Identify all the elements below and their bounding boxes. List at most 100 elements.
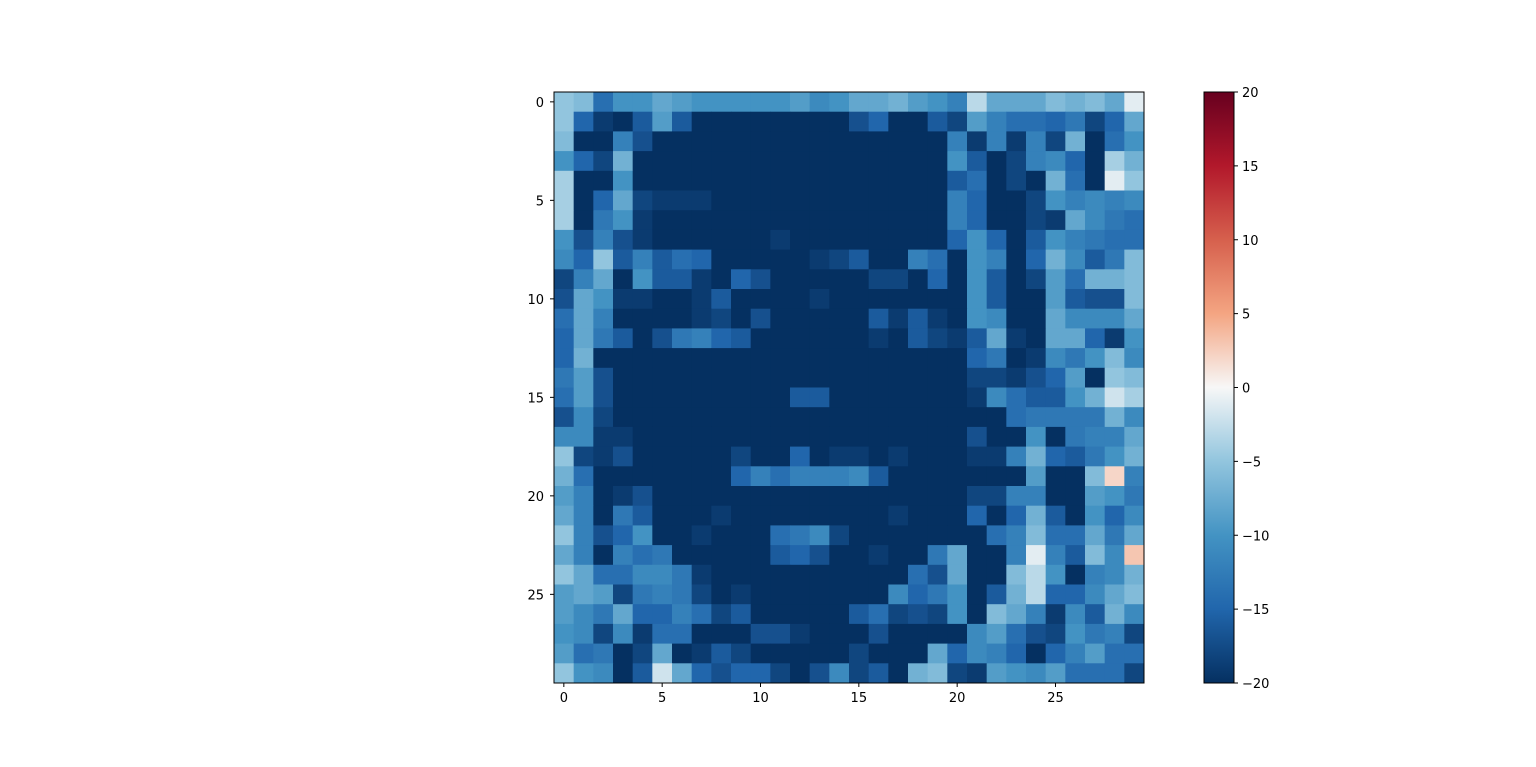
y-tick-label: 15 xyxy=(527,391,544,406)
heatmap-cell xyxy=(1006,663,1027,684)
heatmap-cell xyxy=(672,289,693,310)
heatmap-cell xyxy=(809,131,830,152)
heatmap-cell xyxy=(967,426,988,447)
heatmap-cell xyxy=(573,190,594,211)
heatmap-cell xyxy=(967,289,988,310)
heatmap-cell xyxy=(770,387,791,408)
heatmap-cell xyxy=(554,308,575,329)
heatmap-cell xyxy=(770,525,791,546)
heatmap-cell xyxy=(554,584,575,605)
heatmap-cell xyxy=(986,328,1007,349)
heatmap-cell xyxy=(927,229,948,250)
heatmap-cell xyxy=(1104,387,1125,408)
heatmap-cell xyxy=(554,229,575,250)
heatmap-cell xyxy=(613,663,634,684)
heatmap-cell xyxy=(947,367,968,388)
heatmap-cell xyxy=(672,643,693,664)
heatmap-cell xyxy=(652,229,673,250)
heatmap-cell xyxy=(927,190,948,211)
heatmap-cell xyxy=(573,623,594,644)
heatmap-cell xyxy=(1085,525,1106,546)
heatmap-cell xyxy=(868,131,889,152)
heatmap-cell xyxy=(809,564,830,585)
heatmap-cell xyxy=(849,663,870,684)
heatmap-cell xyxy=(1104,111,1125,132)
heatmap-cell xyxy=(593,525,614,546)
heatmap-cell xyxy=(652,249,673,270)
heatmap-cell xyxy=(1085,505,1106,526)
heatmap-cell xyxy=(829,604,850,625)
heatmap-cell xyxy=(613,92,634,113)
heatmap-cell xyxy=(1026,604,1047,625)
heatmap-cell xyxy=(908,604,929,625)
heatmap-cell xyxy=(947,229,968,250)
colorbar-tick-label: −5 xyxy=(1242,455,1261,470)
heatmap-cell xyxy=(593,545,614,566)
heatmap-cell xyxy=(888,663,909,684)
heatmap-cell xyxy=(1104,308,1125,329)
heatmap-cell xyxy=(711,328,732,349)
heatmap-cell xyxy=(750,387,771,408)
heatmap-cell xyxy=(750,446,771,467)
heatmap-cell xyxy=(1065,348,1086,369)
heatmap-cell xyxy=(750,623,771,644)
heatmap-cell xyxy=(888,92,909,113)
heatmap-cell xyxy=(1045,584,1066,605)
heatmap-cell xyxy=(691,367,712,388)
heatmap-frame xyxy=(553,91,1145,684)
heatmap-cell xyxy=(927,92,948,113)
heatmap-cell xyxy=(1065,269,1086,290)
heatmap-cell xyxy=(888,151,909,172)
heatmap-cell xyxy=(986,426,1007,447)
heatmap-cell xyxy=(652,111,673,132)
heatmap-cell xyxy=(1104,249,1125,270)
heatmap-cell xyxy=(731,466,752,487)
heatmap-cell xyxy=(652,623,673,644)
heatmap-cell xyxy=(947,151,968,172)
heatmap-cell xyxy=(691,525,712,546)
heatmap-cell xyxy=(652,446,673,467)
heatmap-cell xyxy=(809,466,830,487)
heatmap-cell xyxy=(967,131,988,152)
heatmap-cell xyxy=(829,151,850,172)
heatmap-cell xyxy=(868,663,889,684)
heatmap-cell xyxy=(1104,486,1125,507)
heatmap-cell xyxy=(986,486,1007,507)
heatmap-cell xyxy=(731,111,752,132)
heatmap-cell xyxy=(573,328,594,349)
heatmap-cell xyxy=(770,269,791,290)
heatmap-cell xyxy=(1045,348,1066,369)
heatmap-cell xyxy=(1045,308,1066,329)
heatmap-cell xyxy=(986,269,1007,290)
heatmap-cell xyxy=(691,466,712,487)
heatmap-cell xyxy=(829,269,850,290)
heatmap-cell xyxy=(888,446,909,467)
heatmap-cell xyxy=(809,367,830,388)
heatmap-cell xyxy=(711,564,732,585)
heatmap-cell xyxy=(947,190,968,211)
heatmap-cell xyxy=(849,446,870,467)
heatmap-cell xyxy=(908,289,929,310)
heatmap-cell xyxy=(1045,170,1066,191)
heatmap-cell xyxy=(1085,407,1106,428)
heatmap-cell xyxy=(711,407,732,428)
heatmap-cell xyxy=(573,505,594,526)
heatmap-cell xyxy=(908,466,929,487)
heatmap-cell xyxy=(829,663,850,684)
heatmap-cell xyxy=(750,210,771,231)
heatmap-cell xyxy=(809,190,830,211)
heatmap-cell xyxy=(829,190,850,211)
heatmap-cell xyxy=(593,170,614,191)
heatmap-cell xyxy=(770,663,791,684)
heatmap-cell xyxy=(888,289,909,310)
heatmap-cell xyxy=(691,151,712,172)
heatmap-cell xyxy=(888,643,909,664)
heatmap-cell xyxy=(672,564,693,585)
heatmap-cell xyxy=(593,486,614,507)
heatmap-cell xyxy=(1085,170,1106,191)
heatmap-cell xyxy=(1065,328,1086,349)
heatmap-cell xyxy=(927,210,948,231)
heatmap-cell xyxy=(967,308,988,329)
heatmap-cell xyxy=(1006,348,1027,369)
heatmap-cell xyxy=(613,545,634,566)
